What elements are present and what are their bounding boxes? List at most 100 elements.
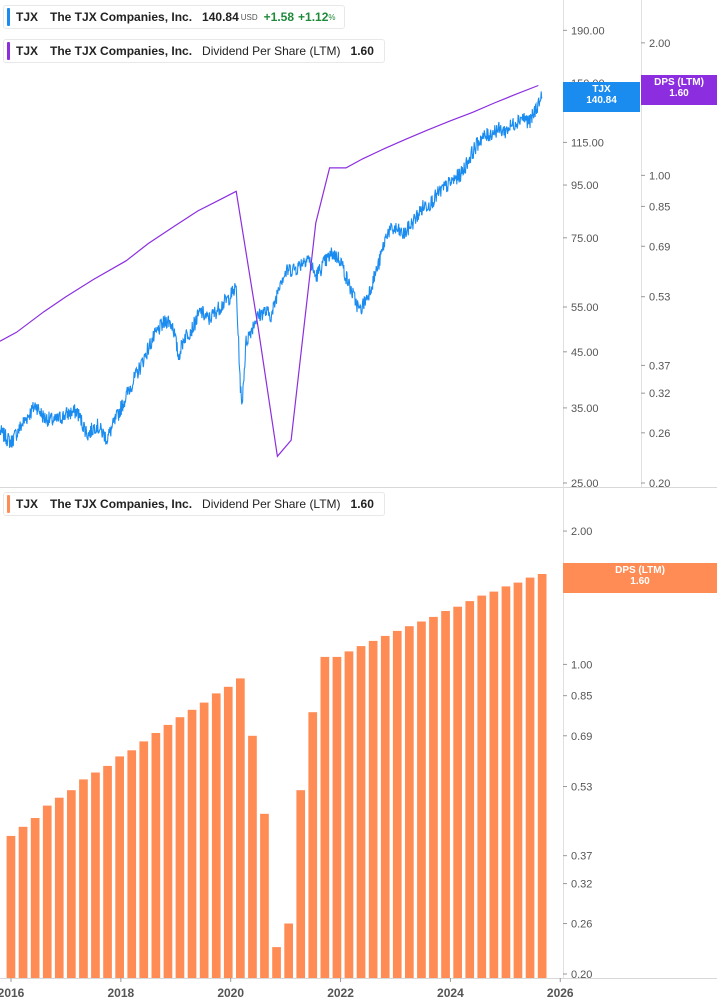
dps-bar — [392, 630, 402, 978]
price-last-tag: TJX 140.84 — [563, 82, 640, 112]
dps-bar — [417, 621, 426, 978]
x-axis-tick-label: 2026 — [547, 986, 574, 1000]
dps-bar — [356, 646, 366, 978]
dps-line — [0, 84, 539, 458]
dps-bar — [368, 640, 378, 978]
dps-bar — [30, 818, 40, 978]
dps-bar — [163, 724, 173, 978]
dps-bar — [115, 756, 124, 978]
dps-bar — [453, 606, 462, 978]
legend-price-change-pct: +1.12 — [298, 10, 329, 24]
bar-axis-tick-label: 0.32 — [571, 879, 592, 891]
dps-bar — [308, 712, 318, 978]
x-axis-tick-label: 2018 — [107, 986, 134, 1000]
legend-price-currency: USD — [240, 12, 258, 22]
price-axis-tick-label: 35.00 — [571, 403, 599, 415]
x-axis-tick-label: 2016 — [0, 986, 25, 1000]
dps-bar — [272, 947, 281, 978]
dps-bar — [139, 741, 149, 978]
dps-bar — [513, 582, 523, 978]
legend-dps-top-name: The TJX Companies, Inc. — [50, 44, 193, 58]
bar-axis-tick-label: 0.20 — [571, 969, 592, 981]
bar-axis-tick-label: 0.85 — [571, 691, 592, 703]
legend-dps-bottom-symbol: TJX — [16, 497, 39, 511]
dps-bar — [223, 686, 233, 978]
bar-axis-tick-label: 1.00 — [571, 659, 592, 671]
dps-bar — [441, 611, 450, 978]
price-line — [0, 91, 543, 448]
dps-bottom-tag-value: 1.60 — [630, 576, 650, 587]
price-axis-tick-label: 25.00 — [571, 478, 599, 490]
dps-bar — [6, 835, 16, 978]
dps-bar — [260, 813, 269, 978]
legend-price-pct-sign: % — [328, 12, 336, 22]
dps-top-tag-label: DPS (LTM) — [654, 77, 704, 88]
dps-bar — [429, 616, 438, 978]
legend-dps-bottom: TJX The TJX Companies, Inc. Dividend Per… — [3, 492, 385, 516]
legend-price-change: +1.58 — [263, 10, 295, 24]
dps-bar — [187, 709, 197, 978]
dps-bar — [380, 635, 390, 978]
price-axis-tick-label: 55.00 — [571, 302, 599, 314]
legend-dps-bottom-value: 1.60 — [350, 497, 374, 511]
legend-dps-top-symbol: TJX — [16, 44, 39, 58]
x-axis-tick-label: 2022 — [327, 986, 354, 1000]
dps-bar — [79, 779, 88, 978]
dps-bar — [320, 656, 330, 978]
legend-price: TJX The TJX Companies, Inc. 140.84 USD +… — [3, 5, 345, 29]
dps-axis-tick-label: 0.53 — [649, 292, 670, 304]
price-axis-tick-label: 45.00 — [571, 347, 599, 359]
legend-dps-top: TJX The TJX Companies, Inc. Dividend Per… — [3, 39, 385, 63]
dps-bar — [537, 574, 547, 978]
bar-axis-tick-label: 2.00 — [571, 526, 592, 538]
x-axis-tick-label: 2020 — [217, 986, 244, 1000]
dps-bar — [489, 591, 499, 978]
dps-bar — [151, 733, 161, 978]
dps-bar — [465, 601, 475, 978]
price-axis-tick-label: 115.00 — [571, 137, 604, 149]
dps-bar — [127, 750, 137, 978]
dps-bottom-tag-label: DPS (LTM) — [615, 565, 665, 576]
legend-price-name: The TJX Companies, Inc. — [50, 10, 193, 24]
price-axis-tick-label: 190.00 — [571, 25, 605, 37]
dps-axis-tick-label: 2.00 — [649, 38, 670, 50]
price-axis-tick-label: 75.00 — [571, 233, 599, 245]
dps-bar — [248, 735, 257, 978]
dps-bar — [501, 586, 511, 978]
price-axis-tick-label: 95.00 — [571, 180, 599, 192]
dps-line-swatch — [7, 42, 10, 60]
dps-bar-series — [6, 574, 547, 978]
dps-line-series — [0, 84, 539, 458]
dps-bar-swatch — [7, 495, 10, 513]
bar-axis-tick-label: 0.53 — [571, 782, 592, 794]
legend-dps-top-value: 1.60 — [350, 44, 374, 58]
price-swatch — [7, 8, 10, 26]
dps-top-tag-value: 1.60 — [669, 88, 689, 99]
dps-top-last-tag: DPS (LTM) 1.60 — [641, 75, 717, 105]
dps-bar — [211, 693, 221, 978]
legend-price-symbol: TJX — [16, 10, 39, 24]
dps-axis-tick-label: 1.00 — [649, 170, 670, 182]
legend-price-value: 140.84 — [202, 10, 239, 24]
dps-bar — [175, 717, 185, 978]
dps-bar — [525, 577, 535, 978]
dps-axis-tick-label: 0.37 — [649, 360, 670, 372]
dps-bar — [103, 765, 112, 978]
price-series — [0, 91, 543, 448]
dps-bar — [42, 805, 52, 978]
price-tag-value: 140.84 — [586, 95, 617, 106]
dps-bar — [54, 797, 64, 978]
legend-dps-bottom-metric: Dividend Per Share (LTM) — [202, 497, 341, 511]
legend-dps-bottom-name: The TJX Companies, Inc. — [50, 497, 193, 511]
dps-bar — [284, 923, 293, 978]
dps-axis-tick-label: 0.26 — [649, 428, 670, 440]
dps-bar — [236, 678, 245, 978]
bar-axis-tick-label: 0.37 — [571, 851, 592, 863]
dps-bar — [67, 790, 76, 978]
dps-bar — [332, 656, 342, 978]
dps-axis-tick-label: 0.20 — [649, 478, 670, 490]
dps-bar — [18, 826, 28, 978]
bar-axis-tick-label: 0.26 — [571, 919, 592, 931]
dps-bar — [296, 790, 306, 978]
